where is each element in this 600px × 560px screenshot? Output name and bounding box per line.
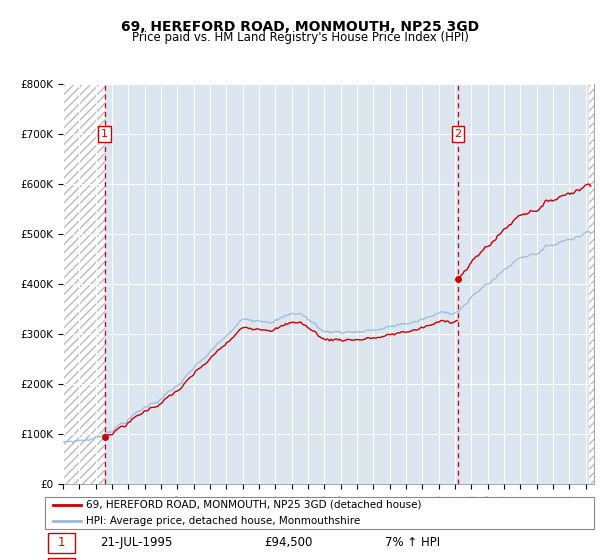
Text: £94,500: £94,500 xyxy=(265,536,313,549)
Bar xyxy=(63,84,104,484)
Text: HPI: Average price, detached house, Monmouthshire: HPI: Average price, detached house, Monm… xyxy=(86,516,361,526)
Text: 1: 1 xyxy=(58,536,65,549)
FancyBboxPatch shape xyxy=(48,533,75,553)
Text: Price paid vs. HM Land Registry's House Price Index (HPI): Price paid vs. HM Land Registry's House … xyxy=(131,31,469,44)
Text: 69, HEREFORD ROAD, MONMOUTH, NP25 3GD: 69, HEREFORD ROAD, MONMOUTH, NP25 3GD xyxy=(121,20,479,34)
Text: 1: 1 xyxy=(101,129,108,139)
Bar xyxy=(589,84,594,484)
FancyBboxPatch shape xyxy=(48,558,75,560)
Text: 21-JUL-1995: 21-JUL-1995 xyxy=(100,536,172,549)
Text: 2: 2 xyxy=(455,129,461,139)
Text: 7% ↑ HPI: 7% ↑ HPI xyxy=(385,536,440,549)
FancyBboxPatch shape xyxy=(45,497,594,529)
Text: 69, HEREFORD ROAD, MONMOUTH, NP25 3GD (detached house): 69, HEREFORD ROAD, MONMOUTH, NP25 3GD (d… xyxy=(86,500,422,510)
